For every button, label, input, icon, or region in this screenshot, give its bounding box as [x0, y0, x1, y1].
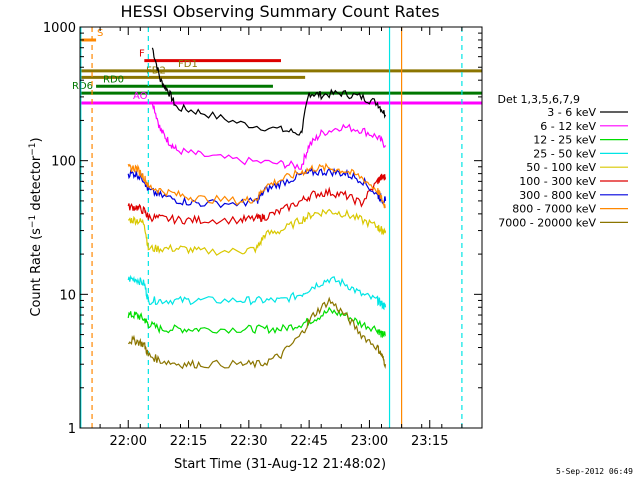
legend-label-0: 3 - 6 keV — [547, 106, 596, 119]
series-line-7 — [127, 162, 386, 209]
x-tick-label-0: 22:00 — [110, 434, 147, 449]
series-line-2 — [127, 306, 387, 339]
chart-title: HESSI Observing Summary Count Rates — [120, 2, 439, 21]
legend-label-2: 12 - 25 keV — [533, 134, 596, 147]
series-line-8 — [128, 296, 387, 370]
series-line-4 — [127, 208, 387, 256]
series-layer — [127, 47, 387, 370]
y-tick-label-2: 100 — [51, 155, 76, 170]
legend-label-5: 100 - 300 keV — [519, 175, 596, 188]
x-tick-label-4: 23:00 — [351, 434, 388, 449]
y-tick-label-1: 10 — [59, 288, 76, 303]
series-line-0 — [151, 47, 387, 136]
x-tick-label-5: 23:15 — [411, 434, 448, 449]
y-axis-label: Count Rate (s−1 detector−1) — [28, 137, 44, 316]
series-line-1 — [151, 103, 387, 170]
marker-label-fd1: FD1 — [178, 59, 198, 70]
x-tick-label-2: 22:30 — [230, 434, 267, 449]
marker-label-s: S — [97, 28, 103, 39]
legend-label-4: 50 - 100 keV — [526, 161, 596, 174]
legend-label-6: 300 - 800 keV — [519, 189, 596, 202]
legend-label-7: 800 - 7000 keV — [512, 203, 596, 216]
instrument-markers: S F FD1 FD2 RD0 RD6 AO — [72, 28, 482, 105]
legend-title: Det 1,3,5,6,7,9 — [497, 93, 580, 106]
legend-label-8: 7000 - 20000 keV — [498, 216, 596, 229]
x-tick-label-3: 22:45 — [290, 434, 327, 449]
series-line-3 — [127, 274, 387, 311]
axes: 1 10 100 1000 22:00 22:15 22:30 22:45 23:00 23:15 — [43, 21, 483, 449]
y-tick-label-0: 1 — [68, 422, 76, 437]
legend-label-3: 25 - 50 keV — [533, 147, 596, 160]
x-tick-label-1: 22:15 — [170, 434, 207, 449]
x-axis-label: Start Time (31-Aug-12 21:48:02) — [174, 457, 386, 472]
footer-timestamp: 5-Sep-2012 06:49 — [556, 467, 633, 476]
marker-label-fd2: FD2 — [146, 65, 166, 76]
marker-label-rd0: RD0 — [103, 74, 124, 85]
marker-label-f: F — [139, 49, 145, 60]
legend-label-1: 6 - 12 keV — [540, 120, 596, 133]
marker-label-ao: AO — [133, 91, 148, 102]
y-tick-label-3: 1000 — [43, 21, 76, 36]
series-line-5 — [127, 173, 387, 225]
marker-label-rd6: RD6 — [72, 81, 93, 92]
vertical-lines — [80, 27, 463, 428]
series-line-6 — [127, 167, 387, 209]
